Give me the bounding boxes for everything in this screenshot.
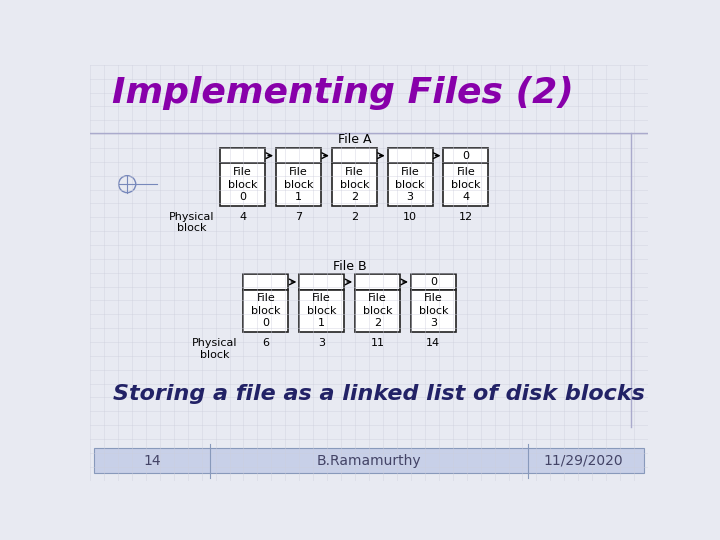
Text: 4: 4 [239,212,246,222]
Bar [220,164,265,206]
Text: File
block
1: File block 1 [307,293,336,328]
Bar [355,274,400,289]
Bar [355,289,400,332]
Bar [94,448,644,473]
Bar [300,274,344,289]
Text: File
block
4: File block 4 [451,167,481,202]
Bar [411,289,456,332]
Text: 3: 3 [318,338,325,348]
Bar [387,148,433,164]
Text: File A: File A [338,133,371,146]
Text: File
block
0: File block 0 [251,293,281,328]
Text: 11/29/2020: 11/29/2020 [544,454,624,468]
Bar [300,289,344,332]
Bar [243,289,289,332]
Text: File
block
3: File block 3 [418,293,448,328]
Bar [387,164,433,206]
Text: 0: 0 [430,277,437,287]
Text: 11: 11 [371,338,384,348]
Text: File
block
1: File block 1 [284,167,313,202]
Bar [332,164,377,206]
Text: 7: 7 [295,212,302,222]
Text: Storing a file as a linked list of disk blocks: Storing a file as a linked list of disk … [113,384,645,404]
Text: Physical
block: Physical block [168,212,214,233]
Text: Implementing Files (2): Implementing Files (2) [112,76,573,110]
Text: Physical
block: Physical block [192,338,238,360]
Text: File
block
3: File block 3 [395,167,425,202]
Bar [276,148,321,164]
Text: 14: 14 [426,338,441,348]
Bar [276,164,321,206]
Text: 10: 10 [403,212,417,222]
Bar [444,148,488,164]
Text: 0: 0 [462,151,469,161]
Text: File B: File B [333,260,366,273]
Bar [220,148,265,164]
Text: File
block
2: File block 2 [340,167,369,202]
Text: File
block
2: File block 2 [363,293,392,328]
Text: 6: 6 [262,338,269,348]
Text: 2: 2 [351,212,358,222]
Bar [332,148,377,164]
Bar [411,274,456,289]
Text: 14: 14 [143,454,161,468]
Text: 12: 12 [459,212,473,222]
Bar [243,274,289,289]
Bar [444,164,488,206]
Text: B.Ramamurthy: B.Ramamurthy [317,454,421,468]
Text: File
block
0: File block 0 [228,167,258,202]
